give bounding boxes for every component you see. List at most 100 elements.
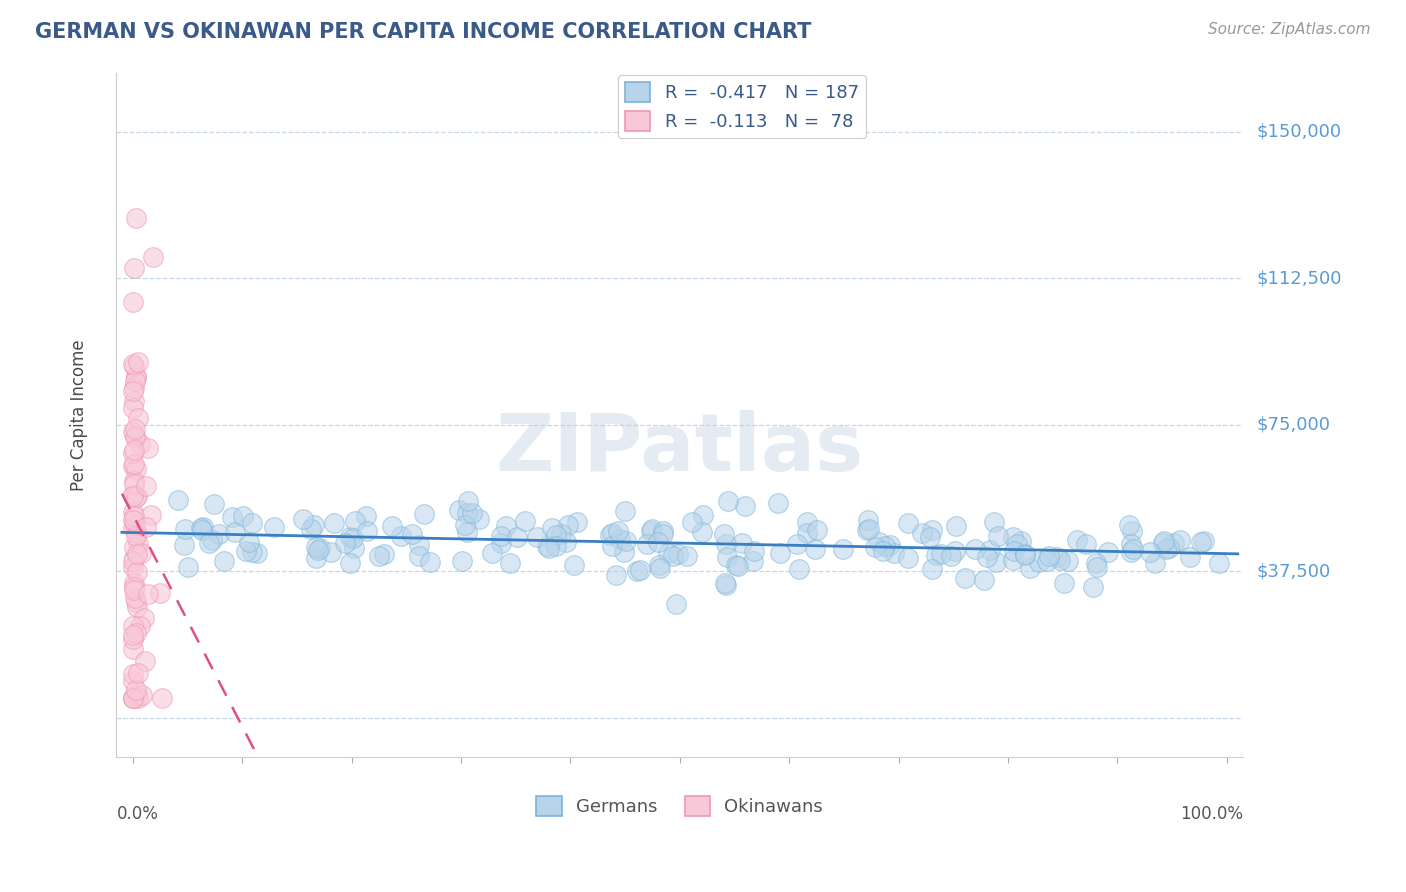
Point (124, 508, 146, 523)
Point (122, 425, 145, 439)
Point (562, 558, 585, 572)
Point (973, 573, 995, 587)
Point (613, 545, 636, 559)
Point (1076, 537, 1098, 551)
Point (918, 530, 941, 544)
Point (766, 496, 789, 510)
Point (299, 522, 322, 536)
Point (167, 493, 190, 508)
Point (614, 503, 637, 517)
Point (565, 515, 588, 529)
Point (129, 437, 152, 451)
Point (125, 489, 148, 503)
Point (453, 518, 475, 533)
Point (240, 516, 263, 530)
Point (127, 537, 149, 551)
Point (125, 370, 148, 384)
Point (122, 691, 145, 706)
Point (122, 551, 145, 566)
Point (1097, 545, 1119, 559)
Point (343, 541, 366, 555)
Point (135, 520, 157, 534)
Point (122, 691, 145, 706)
Point (419, 555, 441, 569)
Point (665, 597, 688, 611)
Point (481, 545, 503, 559)
Point (190, 523, 212, 537)
Point (1002, 552, 1025, 566)
Point (605, 567, 627, 582)
Point (456, 524, 478, 539)
Point (197, 536, 219, 550)
Point (769, 546, 792, 560)
Point (979, 543, 1001, 558)
Point (122, 488, 145, 502)
Point (263, 520, 285, 534)
Point (945, 518, 967, 533)
Point (648, 558, 671, 573)
Point (131, 546, 153, 560)
Point (804, 541, 827, 556)
Point (122, 575, 145, 590)
Point (1159, 541, 1181, 555)
Point (554, 535, 576, 549)
Point (342, 531, 364, 545)
Point (135, 478, 157, 492)
Point (408, 549, 430, 563)
Point (1049, 553, 1071, 567)
Point (122, 474, 145, 488)
Point (191, 520, 214, 534)
Point (450, 553, 472, 567)
Point (863, 540, 886, 554)
Point (983, 515, 1005, 529)
Point (931, 548, 953, 562)
Point (741, 553, 763, 567)
Point (122, 580, 145, 594)
Point (987, 528, 1010, 542)
Point (1053, 576, 1076, 591)
Point (1192, 534, 1215, 549)
Point (122, 459, 145, 474)
Point (1143, 557, 1166, 571)
Point (461, 506, 484, 520)
Point (232, 508, 254, 523)
Point (122, 554, 145, 568)
Point (122, 489, 145, 503)
Point (1056, 554, 1078, 568)
Point (858, 513, 880, 527)
Point (1038, 549, 1060, 563)
Point (125, 525, 148, 540)
Point (1153, 534, 1175, 549)
Point (122, 641, 145, 656)
Point (858, 523, 880, 537)
Text: Per Capita Income: Per Capita Income (70, 339, 89, 491)
Point (1139, 545, 1161, 559)
Point (666, 547, 689, 561)
Point (1178, 550, 1201, 565)
Point (127, 666, 149, 681)
Point (599, 528, 621, 542)
Point (1085, 560, 1108, 574)
Point (127, 411, 149, 425)
Point (343, 514, 366, 528)
Point (124, 429, 146, 443)
Point (138, 441, 160, 455)
Point (489, 529, 512, 543)
Point (1014, 549, 1036, 563)
Point (224, 524, 246, 539)
Point (125, 599, 148, 614)
Point (506, 530, 529, 544)
Point (412, 507, 434, 521)
Point (122, 359, 145, 374)
Point (872, 544, 894, 558)
Point (354, 509, 377, 524)
Point (742, 543, 765, 558)
Point (321, 545, 343, 559)
Point (305, 550, 328, 565)
Point (1189, 534, 1212, 549)
Point (122, 691, 145, 706)
Point (122, 627, 145, 641)
Point (292, 511, 315, 525)
Point (692, 508, 714, 522)
Point (125, 547, 148, 561)
